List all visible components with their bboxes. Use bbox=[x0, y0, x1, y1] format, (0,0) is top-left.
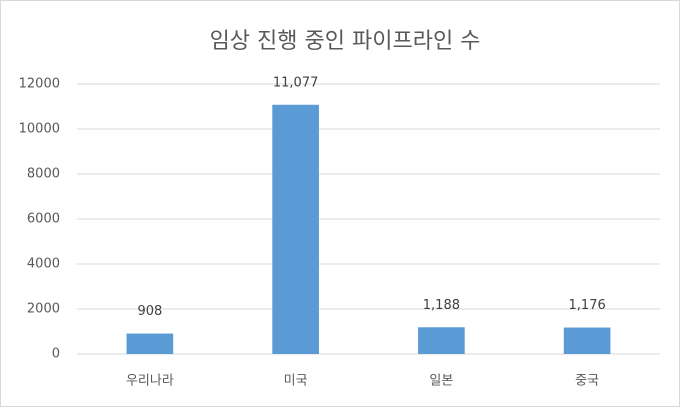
y-tick-label: 8000 bbox=[27, 167, 60, 182]
data-label: 908 bbox=[137, 304, 162, 319]
bar bbox=[418, 327, 465, 354]
data-label: 11,077 bbox=[273, 75, 319, 90]
y-tick-label: 2000 bbox=[27, 302, 60, 317]
x-tick-label: 중국 bbox=[575, 374, 599, 389]
y-tick-label: 0 bbox=[52, 347, 60, 362]
data-label: 1,188 bbox=[423, 298, 460, 313]
x-tick-label: 미국 bbox=[284, 374, 308, 389]
data-label: 1,176 bbox=[569, 298, 606, 313]
chart-title: 임상 진행 중인 파이프라인 수 bbox=[210, 29, 481, 54]
bar bbox=[126, 333, 174, 354]
y-tick-label: 4000 bbox=[27, 257, 60, 272]
x-tick-label: 일본 bbox=[429, 374, 453, 389]
y-tick-label: 6000 bbox=[27, 212, 60, 227]
x-tick-label: 우리나라 bbox=[126, 374, 174, 389]
bar bbox=[563, 327, 611, 354]
y-tick-label: 12000 bbox=[19, 77, 60, 92]
y-tick-label: 10000 bbox=[19, 122, 60, 137]
bar bbox=[272, 104, 319, 354]
